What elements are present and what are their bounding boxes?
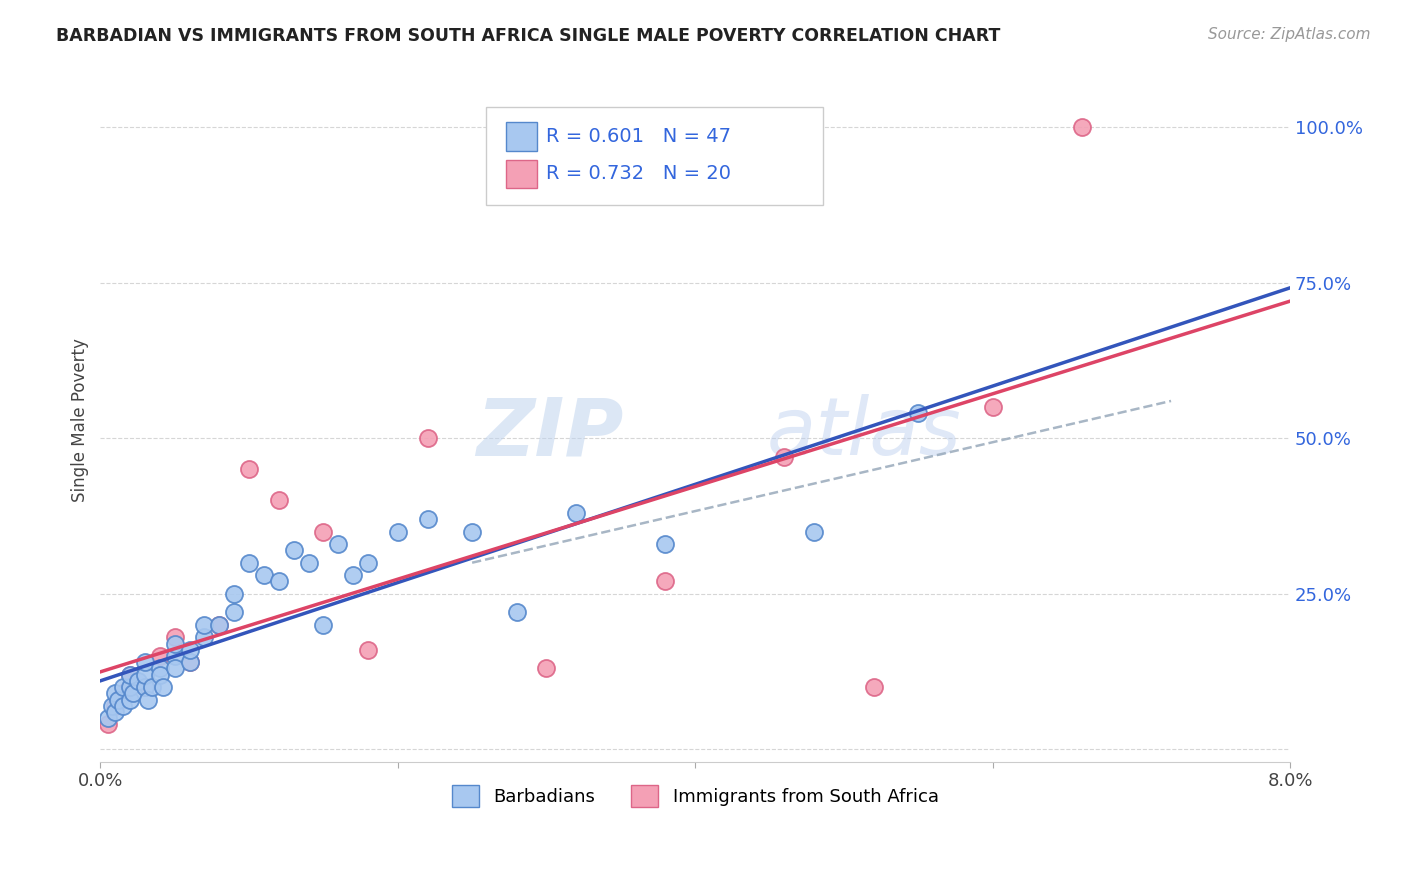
Point [120, 680, 142, 694]
Text: atlas: atlas [766, 394, 962, 472]
Point [163, 631, 186, 645]
Point [654, 537, 676, 551]
Point [134, 667, 156, 681]
Point [120, 667, 142, 681]
Point [152, 680, 174, 694]
Point [104, 705, 127, 719]
Point [773, 450, 796, 464]
Point [134, 680, 156, 694]
Y-axis label: Single Male Poverty: Single Male Poverty [72, 338, 89, 501]
Point [134, 655, 156, 669]
Point [179, 642, 201, 657]
Point [506, 606, 529, 620]
Point [179, 655, 201, 669]
Legend: Barbadians, Immigrants from South Africa: Barbadians, Immigrants from South Africa [444, 778, 946, 814]
Point [357, 642, 380, 657]
Text: R = 0.732   N = 20: R = 0.732 N = 20 [547, 164, 731, 184]
Point [297, 556, 319, 570]
Point [179, 655, 201, 669]
Point [134, 680, 156, 694]
Point [120, 667, 142, 681]
Point [253, 568, 276, 582]
Point [163, 636, 186, 650]
Point [416, 431, 439, 445]
Text: R = 0.601   N = 47: R = 0.601 N = 47 [547, 127, 731, 146]
Point [193, 631, 215, 645]
Point [104, 698, 127, 713]
Point [981, 400, 1004, 414]
Text: BARBADIAN VS IMMIGRANTS FROM SOUTH AFRICA SINGLE MALE POVERTY CORRELATION CHART: BARBADIAN VS IMMIGRANTS FROM SOUTH AFRIC… [56, 27, 1001, 45]
Point [312, 618, 335, 632]
Point [141, 680, 163, 694]
Point [97, 711, 120, 725]
Point [224, 606, 246, 620]
Point [193, 618, 215, 632]
Point [111, 680, 134, 694]
Point [127, 673, 149, 688]
Point [111, 686, 134, 700]
Point [208, 618, 231, 632]
Point [803, 524, 825, 539]
Point [654, 574, 676, 589]
Point [1070, 120, 1092, 135]
Point [107, 692, 129, 706]
Text: ZIP: ZIP [477, 394, 624, 472]
Point [224, 587, 246, 601]
Text: Source: ZipAtlas.com: Source: ZipAtlas.com [1208, 27, 1371, 42]
Point [238, 462, 260, 476]
Point [238, 556, 260, 570]
Point [149, 648, 172, 663]
Point [461, 524, 484, 539]
Point [357, 556, 380, 570]
Point [416, 512, 439, 526]
Point [101, 698, 124, 713]
Point [122, 686, 145, 700]
Point [97, 717, 120, 731]
Point [149, 661, 172, 675]
Point [136, 692, 159, 706]
Point [565, 506, 588, 520]
Point [283, 543, 305, 558]
Point [342, 568, 364, 582]
Point [120, 692, 142, 706]
Point [312, 524, 335, 539]
Point [163, 648, 186, 663]
Point [536, 661, 558, 675]
Point [387, 524, 409, 539]
Point [111, 698, 134, 713]
Point [907, 406, 929, 420]
Point [267, 493, 290, 508]
Point [149, 667, 172, 681]
Point [208, 618, 231, 632]
Point [862, 680, 884, 694]
Point [104, 686, 127, 700]
Point [267, 574, 290, 589]
Point [328, 537, 350, 551]
Point [163, 661, 186, 675]
